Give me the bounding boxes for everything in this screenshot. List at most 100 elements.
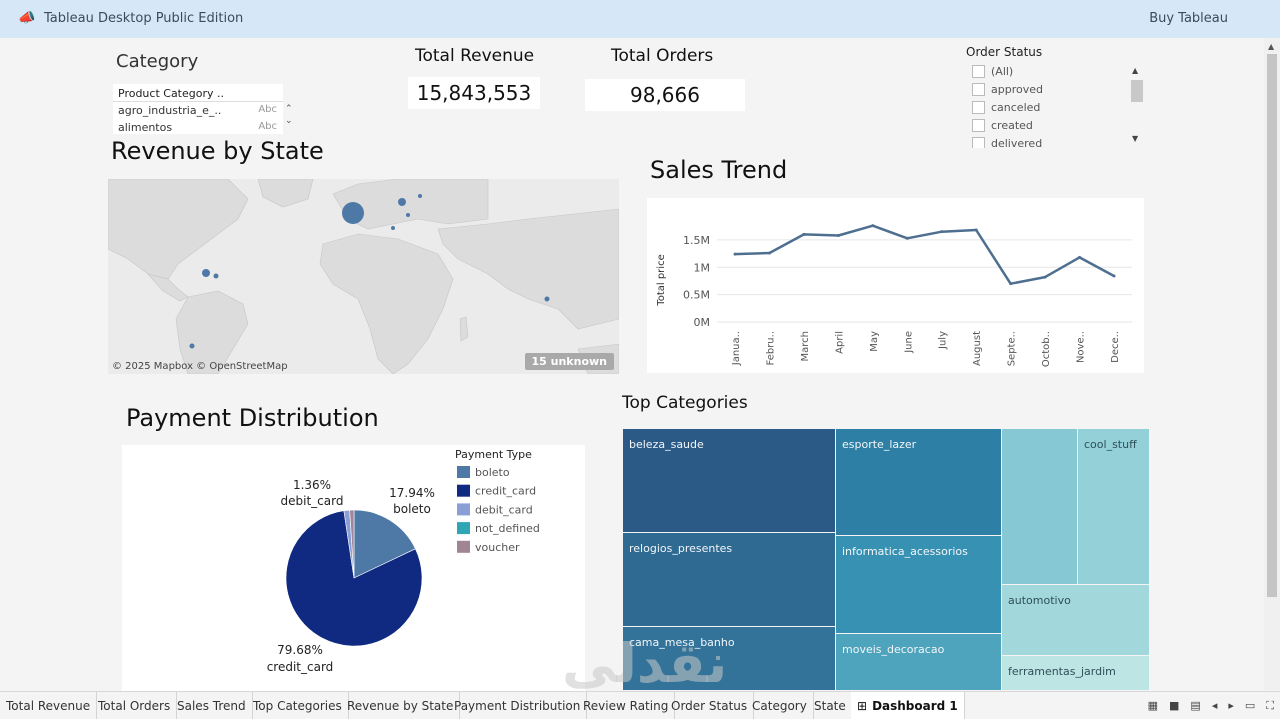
treemap-tile[interactable]: automotivo: [1002, 585, 1150, 656]
order-status-option[interactable]: (All): [966, 63, 1131, 81]
x-tick-label: Octob..: [1041, 331, 1052, 367]
revenue-map[interactable]: © 2025 Mapbox © OpenStreetMap 15 unknown: [108, 179, 619, 374]
next-sheet-icon[interactable]: ▸: [1228, 699, 1234, 712]
category-type-indicator: Abc: [258, 121, 277, 132]
line-point: [733, 252, 737, 256]
total-orders-value: 98,666: [585, 79, 745, 111]
treemap-tile[interactable]: informatica_acessorios: [836, 536, 1002, 634]
megaphone-icon: 📣: [18, 10, 36, 26]
chevron-up-icon[interactable]: ⌃: [285, 104, 293, 114]
sales-trend-title: Sales Trend: [650, 156, 788, 184]
treemap-tile-label: relogios_presentes: [629, 542, 733, 555]
order-status-option[interactable]: approved: [966, 81, 1131, 99]
watermark-logo: نقدلي: [562, 632, 728, 695]
checkbox[interactable]: [972, 83, 985, 96]
treemap-tile-label: informatica_acessorios: [842, 545, 968, 558]
category-filter-row[interactable]: agro_industria_e_.. Abc: [113, 102, 283, 119]
tab-revenue-by-state[interactable]: Revenue by State: [341, 692, 461, 719]
pie-category-label: debit_card: [281, 494, 344, 508]
treemap-tile[interactable]: beleza_saude: [623, 429, 836, 533]
prev-sheet-icon[interactable]: ◂: [1211, 699, 1218, 712]
y-tick-label: 0.5M: [683, 289, 710, 302]
fit-screen-icon[interactable]: ⛶: [1266, 699, 1274, 712]
pie-data-label: 17.94%: [389, 486, 435, 500]
category-filter-scroll[interactable]: ⌃ ⌄: [285, 103, 295, 133]
checkbox[interactable]: [972, 101, 985, 114]
category-filter-row[interactable]: alimentos Abc: [113, 119, 283, 134]
tab-total-revenue[interactable]: Total Revenue: [0, 692, 98, 719]
buy-tableau-link[interactable]: Buy Tableau: [1149, 11, 1228, 26]
unknown-locations-badge[interactable]: 15 unknown: [524, 353, 614, 370]
landmass-greenland: [257, 179, 314, 208]
treemap-tile[interactable]: cool_stuff: [1078, 429, 1150, 585]
map-mark: [418, 194, 422, 198]
order-status-option[interactable]: created: [966, 117, 1131, 135]
map-mark: [213, 273, 219, 279]
line-point: [767, 251, 771, 255]
category-filter-row-label: agro_industria_e_..: [118, 104, 222, 117]
order-status-scrollbar[interactable]: ▲ ▼: [1129, 66, 1145, 148]
pie-category-label: boleto: [393, 502, 431, 516]
treemap-tile[interactable]: relogios_presentes: [623, 533, 836, 627]
x-tick-label: June: [903, 331, 914, 354]
treemap-tile[interactable]: ferramentas_jardim: [1002, 656, 1150, 691]
presentation-mode-icon[interactable]: ▭: [1244, 699, 1256, 712]
slideshow-icon[interactable]: ▤: [1190, 699, 1201, 712]
revenue-by-state-title: Revenue by State: [111, 137, 324, 165]
line-point: [802, 232, 806, 236]
y-tick-label: 0M: [694, 316, 711, 329]
top-categories-title: Top Categories: [622, 393, 748, 413]
tab-total-orders[interactable]: Total Orders: [92, 692, 178, 719]
total-revenue-title: Total Revenue: [415, 46, 535, 66]
category-filter-header: Product Category ..: [113, 84, 283, 102]
sales-trend-chart[interactable]: 0M 0.5M 1M 1.5M Total price Janua.. Febru.. Mar…: [647, 198, 1144, 373]
sales-trend-svg: 0M 0.5M 1M 1.5M Total price Janua.. Febru.. Mar…: [656, 224, 1132, 367]
tab-order-status[interactable]: Order Status: [665, 692, 755, 719]
tab-review-rating[interactable]: Review Rating: [577, 692, 676, 719]
order-status-filter-title: Order Status: [966, 45, 1043, 59]
treemap-tile[interactable]: cama_mesa_banho: [623, 627, 836, 691]
tab-top-categories[interactable]: Top Categories: [247, 692, 349, 719]
map-marks: [189, 194, 550, 349]
legend-swatch: [457, 522, 470, 535]
top-categories-treemap[interactable]: beleza_saude relogios_presentes cama_mes…: [623, 429, 1150, 691]
checkbox[interactable]: [972, 137, 985, 148]
checkbox[interactable]: [972, 65, 985, 78]
world-map-svg: [108, 179, 619, 374]
order-status-option[interactable]: canceled: [966, 99, 1131, 117]
payment-pie-svg: 17.94% boleto 79.68% credit_card 1.36% debit_…: [267, 448, 540, 674]
x-tick-label: Dece..: [1110, 331, 1121, 363]
order-status-option[interactable]: delivered: [966, 135, 1131, 148]
treemap-tile[interactable]: moveis_decoracao: [836, 634, 1002, 691]
page-scrollbar[interactable]: ▲: [1264, 38, 1280, 690]
tab-state[interactable]: State: [808, 692, 853, 719]
treemap-tile-label: cool_stuff: [1084, 438, 1137, 451]
tab-category[interactable]: Category: [746, 692, 814, 719]
category-filter-list[interactable]: Product Category .. agro_industria_e_.. …: [113, 84, 283, 134]
chevron-down-icon[interactable]: ⌄: [285, 116, 293, 126]
treemap-tile[interactable]: esporte_lazer: [836, 429, 1002, 536]
category-type-indicator: Abc: [258, 104, 277, 115]
treemap-tile[interactable]: [1002, 429, 1078, 585]
x-tick-label: May: [869, 331, 880, 352]
scroll-up-arrow-icon[interactable]: ▲: [1268, 42, 1275, 51]
payment-distribution-chart[interactable]: 17.94% boleto 79.68% credit_card 1.36% debit_…: [122, 445, 585, 691]
scroll-up-arrow-icon[interactable]: ▲: [1132, 66, 1139, 75]
grid-view-icon[interactable]: ▦: [1147, 699, 1159, 712]
tab-sales-trend[interactable]: Sales Trend: [171, 692, 253, 719]
title-bar: 📣 Tableau Desktop Public Edition Buy Tab…: [0, 0, 1280, 38]
filmstrip-icon[interactable]: ■: [1169, 699, 1180, 712]
scroll-thumb[interactable]: [1131, 80, 1143, 102]
checkbox[interactable]: [972, 119, 985, 132]
x-tick-label: August: [972, 331, 983, 366]
tab-controls: ▦ ■ ▤ ◂ ▸ ▭ ⛶: [1148, 699, 1274, 713]
legend-swatch: [457, 466, 470, 478]
x-tick-label: July: [938, 331, 949, 350]
tab-dashboard-1[interactable]: ⊞ Dashboard 1: [851, 692, 965, 719]
treemap-tile-label: automotivo: [1008, 594, 1071, 607]
map-credit: © 2025 Mapbox © OpenStreetMap: [112, 361, 288, 372]
scroll-down-arrow-icon[interactable]: ▼: [1132, 134, 1139, 143]
order-status-filter-list[interactable]: (All) approved canceled created delivere…: [966, 63, 1131, 148]
tab-payment-distribution[interactable]: Payment Distribution: [448, 692, 588, 719]
scroll-thumb[interactable]: [1267, 54, 1277, 597]
